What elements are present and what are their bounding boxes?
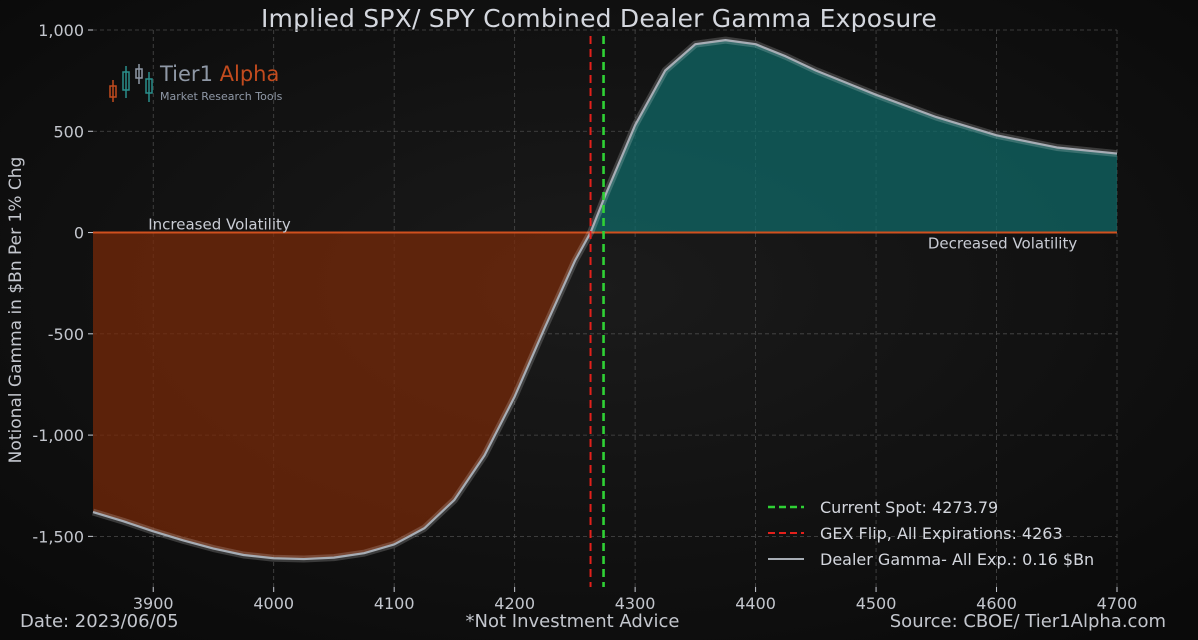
y-tick-label: -1,500	[32, 527, 84, 546]
y-tick-label: -500	[48, 325, 84, 344]
logo-brand-main: Tier1	[160, 62, 213, 86]
gamma-areas	[93, 40, 1117, 560]
x-tick-label: 4700	[1097, 594, 1138, 613]
logo-brand-accent: Alpha	[219, 62, 280, 86]
x-tick-label: 4500	[856, 594, 897, 613]
legend-swatch-gex-flip	[768, 532, 804, 534]
legend: Current Spot: 4273.79 GEX Flip, All Expi…	[766, 494, 1094, 572]
candlestick-icon	[109, 64, 153, 102]
x-tick-label: 3900	[133, 594, 174, 613]
x-tick-label: 4000	[253, 594, 294, 613]
y-tick-label: 1,000	[38, 21, 84, 40]
chart-title: Implied SPX/ SPY Combined Dealer Gamma E…	[260, 4, 937, 33]
x-tick-label: 4400	[735, 594, 776, 613]
logo-brand: Tier1 Alpha	[160, 62, 279, 86]
gamma-curve-line	[92, 39, 1118, 561]
footer-date: Date: 2023/06/05	[20, 611, 179, 632]
legend-label-dealer-gamma: Dealer Gamma- All Exp.: 0.16 $Bn	[820, 549, 1095, 569]
positive-gamma-area	[590, 40, 1117, 233]
x-tick-label: 4300	[615, 594, 656, 613]
y-axis-label: Notional Gamma in $Bn Per 1% Chg	[6, 156, 26, 464]
footer-disclaimer: *Not Investment Advice	[465, 611, 680, 632]
x-tick-label: 4100	[374, 594, 415, 613]
annotations: Increased Volatility Decreased Volatility	[148, 216, 1077, 253]
x-tick-label: 4200	[494, 594, 535, 613]
axis-ticks: 3900 4000 4100 4200 4300 4400 4500 4600 4700 -1,5…	[32, 21, 1137, 613]
legend-label-gex-flip: GEX Flip, All Expirations: 4263	[820, 523, 1063, 543]
vertical-markers	[589, 36, 605, 587]
legend-item-current-spot: Current Spot: 4273.79	[766, 494, 1094, 520]
legend-item-gex-flip: GEX Flip, All Expirations: 4263	[766, 520, 1094, 546]
gamma-curve	[91, 36, 1118, 563]
legend-label-current-spot: Current Spot: 4273.79	[820, 497, 999, 517]
x-tick-label: 4600	[976, 594, 1017, 613]
annotation-decreased-volatility: Decreased Volatility	[928, 235, 1078, 253]
y-tick-label: 0	[74, 224, 84, 243]
footer-source: Source: CBOE/ Tier1Alpha.com	[889, 611, 1166, 632]
y-tick-label: -1,000	[32, 426, 84, 445]
legend-swatch-current-spot	[768, 505, 804, 509]
y-tick-label: 500	[53, 122, 84, 141]
logo-tagline: Market Research Tools	[160, 90, 283, 103]
annotation-increased-volatility: Increased Volatility	[148, 216, 291, 234]
legend-swatch-dealer-gamma	[768, 558, 804, 560]
negative-gamma-area	[93, 232, 591, 560]
legend-item-dealer-gamma: Dealer Gamma- All Exp.: 0.16 $Bn	[766, 546, 1094, 572]
tier1-alpha-logo: Tier1 Alpha Market Research Tools	[106, 62, 306, 108]
